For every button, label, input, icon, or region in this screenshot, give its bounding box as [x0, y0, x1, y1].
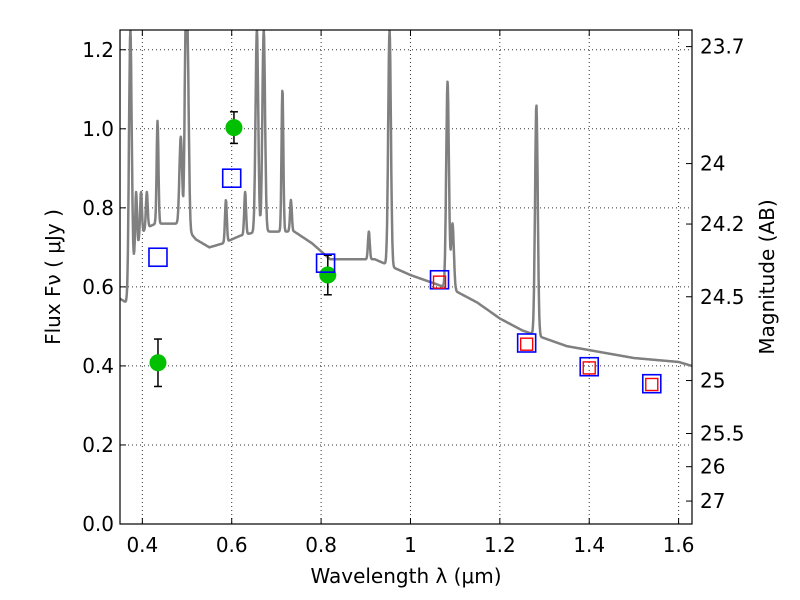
red-square-point	[519, 337, 534, 351]
y-axis-title: Flux Fν ( μJy )	[41, 209, 65, 345]
x-tick-label: 1.6	[663, 533, 695, 557]
axis-ticks: 0.4 0.6 0.8 1 1.2 1.4 1.6 0.0 0.2 0.4 0.6 0.8 1.0 1.2…	[82, 30, 745, 557]
green-circle-point	[319, 266, 337, 284]
blue-square-point	[315, 253, 336, 273]
blue-square-point	[641, 373, 662, 394]
y2-tick-label: 24	[700, 152, 725, 176]
y-tick-label: 0.8	[82, 196, 114, 220]
model-spectrum	[120, 30, 692, 368]
plot-frame	[119, 29, 693, 525]
x-tick-label: 0.8	[305, 533, 337, 557]
y2-tick-label: 25.5	[700, 421, 745, 445]
grid	[120, 30, 692, 525]
red-square-point	[432, 275, 447, 289]
x-tick-label: 0.6	[216, 533, 248, 557]
y-tick-label: 0.4	[82, 354, 114, 378]
red-square-point	[582, 361, 596, 375]
y2-tick-label: 24.5	[700, 285, 745, 309]
red-square-point	[645, 377, 659, 392]
blue-square-point	[148, 247, 168, 268]
green-circle-point	[225, 119, 243, 137]
x-tick-label: 1.2	[484, 533, 516, 557]
y-tick-label: 0.0	[82, 512, 114, 536]
y2-tick-label: 23.7	[700, 35, 745, 59]
y-tick-label: 1.0	[82, 117, 114, 141]
x-axis-title: Wavelength λ (μm)	[310, 564, 501, 588]
blue-square-point	[579, 356, 600, 377]
x-tick-label: 1.4	[573, 533, 605, 557]
y2-axis-title: Magnitude (AB)	[755, 199, 779, 354]
x-tick-label: 1	[404, 533, 417, 557]
spectrum-line	[120, 30, 692, 368]
blue-square-point	[221, 168, 242, 188]
y-tick-label: 0.2	[82, 433, 114, 457]
x-tick-label: 0.4	[126, 533, 158, 557]
y2-tick-label: 27	[700, 489, 725, 513]
y2-tick-label: 24.2	[700, 212, 745, 236]
y-tick-label: 0.6	[82, 275, 114, 299]
blue-square-point	[516, 333, 537, 353]
green-circle-point	[149, 354, 167, 372]
y2-tick-label: 26	[700, 455, 725, 479]
y2-tick-label: 25	[700, 369, 725, 393]
y-tick-label: 1.2	[82, 38, 114, 62]
photometry-points	[148, 111, 662, 394]
